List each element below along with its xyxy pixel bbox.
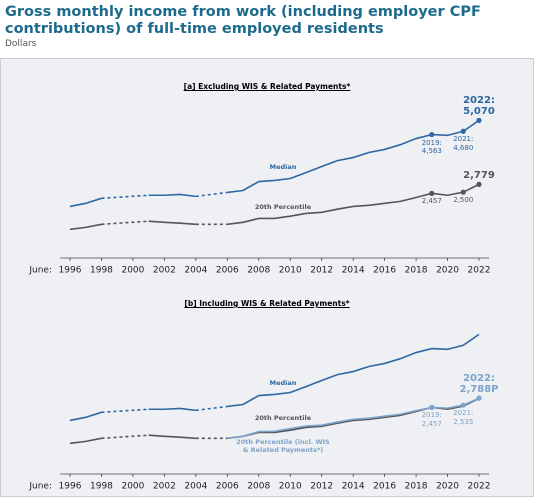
series-label-box: 20th Percentile <box>254 414 312 422</box>
x-tick-label: 2010 <box>279 482 302 492</box>
line <box>148 434 196 440</box>
data-label-box: 2021: 4,680 <box>453 135 474 152</box>
x-tick-label: 2010 <box>279 266 302 276</box>
series-label: Median <box>269 163 297 171</box>
line <box>69 197 102 208</box>
line <box>227 183 480 226</box>
x-tick-label: 2018 <box>405 266 428 276</box>
data-label-box: 2,457 <box>421 197 442 206</box>
x-tick-label: 2000 <box>121 266 144 276</box>
data-label: 2019: 4,563 <box>421 138 442 156</box>
data-label-box: 2019: 2,457 <box>421 411 442 428</box>
x-tick-label: 2014 <box>342 482 365 492</box>
line <box>148 193 196 198</box>
marker <box>429 131 435 138</box>
line <box>69 437 102 445</box>
data-label: 2019: 2,457 <box>421 411 442 428</box>
data-label-box: 2,779 <box>463 170 495 182</box>
x-tick-label: 2016 <box>373 266 396 276</box>
page-subtitle: Dollars <box>5 39 37 49</box>
data-label-box: 2022: 2,788P <box>459 373 499 396</box>
line <box>148 407 196 412</box>
x-tick-label: 1998 <box>90 482 113 492</box>
marker <box>460 402 466 408</box>
series-label-box: Median <box>269 163 297 171</box>
data-label: 2,457 <box>421 197 442 206</box>
x-axis-prefix: June: <box>28 266 52 276</box>
data-label-box: 2019: 4,563 <box>421 138 442 156</box>
line <box>69 411 102 422</box>
gap-line <box>101 408 149 414</box>
x-tick-label: 2002 <box>153 482 176 492</box>
x-tick-label: 1998 <box>90 266 113 276</box>
data-label: 2,779 <box>463 170 495 182</box>
x-tick-label: 2020 <box>436 266 459 276</box>
series-label: 20th Percentile <box>254 203 312 211</box>
marker <box>476 395 482 401</box>
x-tick-label: 2022 <box>468 266 491 276</box>
line <box>227 119 480 194</box>
x-axis-prefix: June: <box>28 482 52 492</box>
chart-title-box: [a] Excluding WIS & Related Payments* <box>183 83 351 91</box>
x-tick-label: 2006 <box>216 482 239 492</box>
x-tick-label: 2016 <box>373 482 396 492</box>
x-tick-label: 2008 <box>247 266 270 276</box>
x-tick-label: 2004 <box>184 482 207 492</box>
x-tick-label: 2008 <box>247 482 270 492</box>
x-tick-label: 1996 <box>59 482 82 492</box>
data-label: 2022: 2,788P <box>459 373 499 396</box>
gap-line <box>195 191 228 198</box>
chart-title: [a] Excluding WIS & Related Payments* <box>183 83 351 91</box>
data-label: 2021: 2,535 <box>453 409 474 426</box>
chart-title-box: [b] Including WIS & Related Payments* <box>184 300 350 308</box>
series-label: 20th Percentile (incl. WIS & Related Pay… <box>236 438 330 454</box>
x-tick-label: 2022 <box>468 482 491 492</box>
series-label: 20th Percentile <box>254 414 312 422</box>
page-title: Gross monthly income from work (includin… <box>5 4 481 37</box>
data-label: 2021: 4,680 <box>453 135 474 152</box>
data-label-box: 2022: 5,070 <box>463 95 495 118</box>
x-tick-label: 2006 <box>216 266 239 276</box>
gap-line <box>101 434 149 440</box>
marker <box>429 404 435 410</box>
x-tick-label: 2012 <box>310 482 333 492</box>
gap-line <box>195 405 228 412</box>
data-label-box: 2021: 2,535 <box>453 409 474 426</box>
line <box>227 333 480 408</box>
x-tick-label: 1996 <box>59 266 82 276</box>
marker <box>460 128 466 134</box>
chart-title: [b] Including WIS & Related Payments* <box>184 300 350 308</box>
marker <box>476 181 482 187</box>
chart-panel <box>0 58 534 497</box>
data-label: 2022: 5,070 <box>463 95 495 118</box>
x-tick-label: 2004 <box>184 266 207 276</box>
x-tick-label: 2014 <box>342 266 365 276</box>
gap-line <box>101 194 149 200</box>
gap-line <box>101 220 149 226</box>
x-tick-label: 2012 <box>310 266 333 276</box>
marker <box>429 190 435 196</box>
marker <box>476 117 482 123</box>
x-tick-label: 2020 <box>436 482 459 492</box>
line <box>227 397 480 440</box>
line <box>69 223 102 231</box>
series-label-box: Median <box>269 379 297 387</box>
line <box>148 220 196 226</box>
series-label: Median <box>269 379 297 387</box>
series-label-box: 20th Percentile (incl. WIS & Related Pay… <box>236 438 330 454</box>
marker <box>460 189 466 195</box>
data-label-box: 2,500 <box>453 196 474 205</box>
data-label: 2,500 <box>453 196 474 205</box>
x-tick-label: 2000 <box>121 482 144 492</box>
header: Gross monthly income from work (includin… <box>5 4 530 49</box>
x-tick-label: 2018 <box>405 482 428 492</box>
series-label-box: 20th Percentile <box>254 203 312 211</box>
x-tick-label: 2002 <box>153 266 176 276</box>
